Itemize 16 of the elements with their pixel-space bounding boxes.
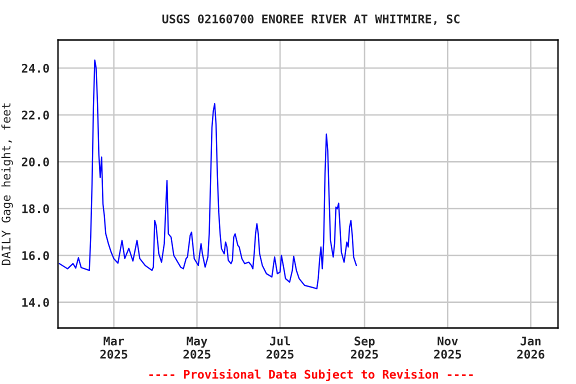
chart-title: USGS 02160700 ENOREE RIVER AT WHITMIRE, SC (162, 14, 460, 25)
y-tick-label: 16.0 (22, 251, 49, 260)
y-tick-label: 24.0 (22, 64, 49, 73)
y-axis-title: DAILY Gage height, feet (1, 103, 13, 265)
x-tick-label: Nov 2025 (434, 336, 462, 359)
x-tick-label: May 2025 (183, 336, 210, 359)
y-tick-label: 20.0 (22, 157, 49, 166)
line-series (58, 60, 357, 290)
text: ---- Provisional Data Subject to Revision ---- (149, 368, 473, 382)
x-tick-label: Jan 2026 (517, 336, 544, 359)
x-tick-label: Jul 2025 (266, 336, 294, 359)
x-tick-label: Sep 2025 (350, 336, 378, 359)
x-tick-label: Mar 2025 (100, 336, 128, 359)
y-tick-label: 22.0 (22, 110, 49, 120)
y-tick-label: 18.0 (22, 204, 49, 214)
y-tick-label: 14.0 (22, 298, 49, 307)
